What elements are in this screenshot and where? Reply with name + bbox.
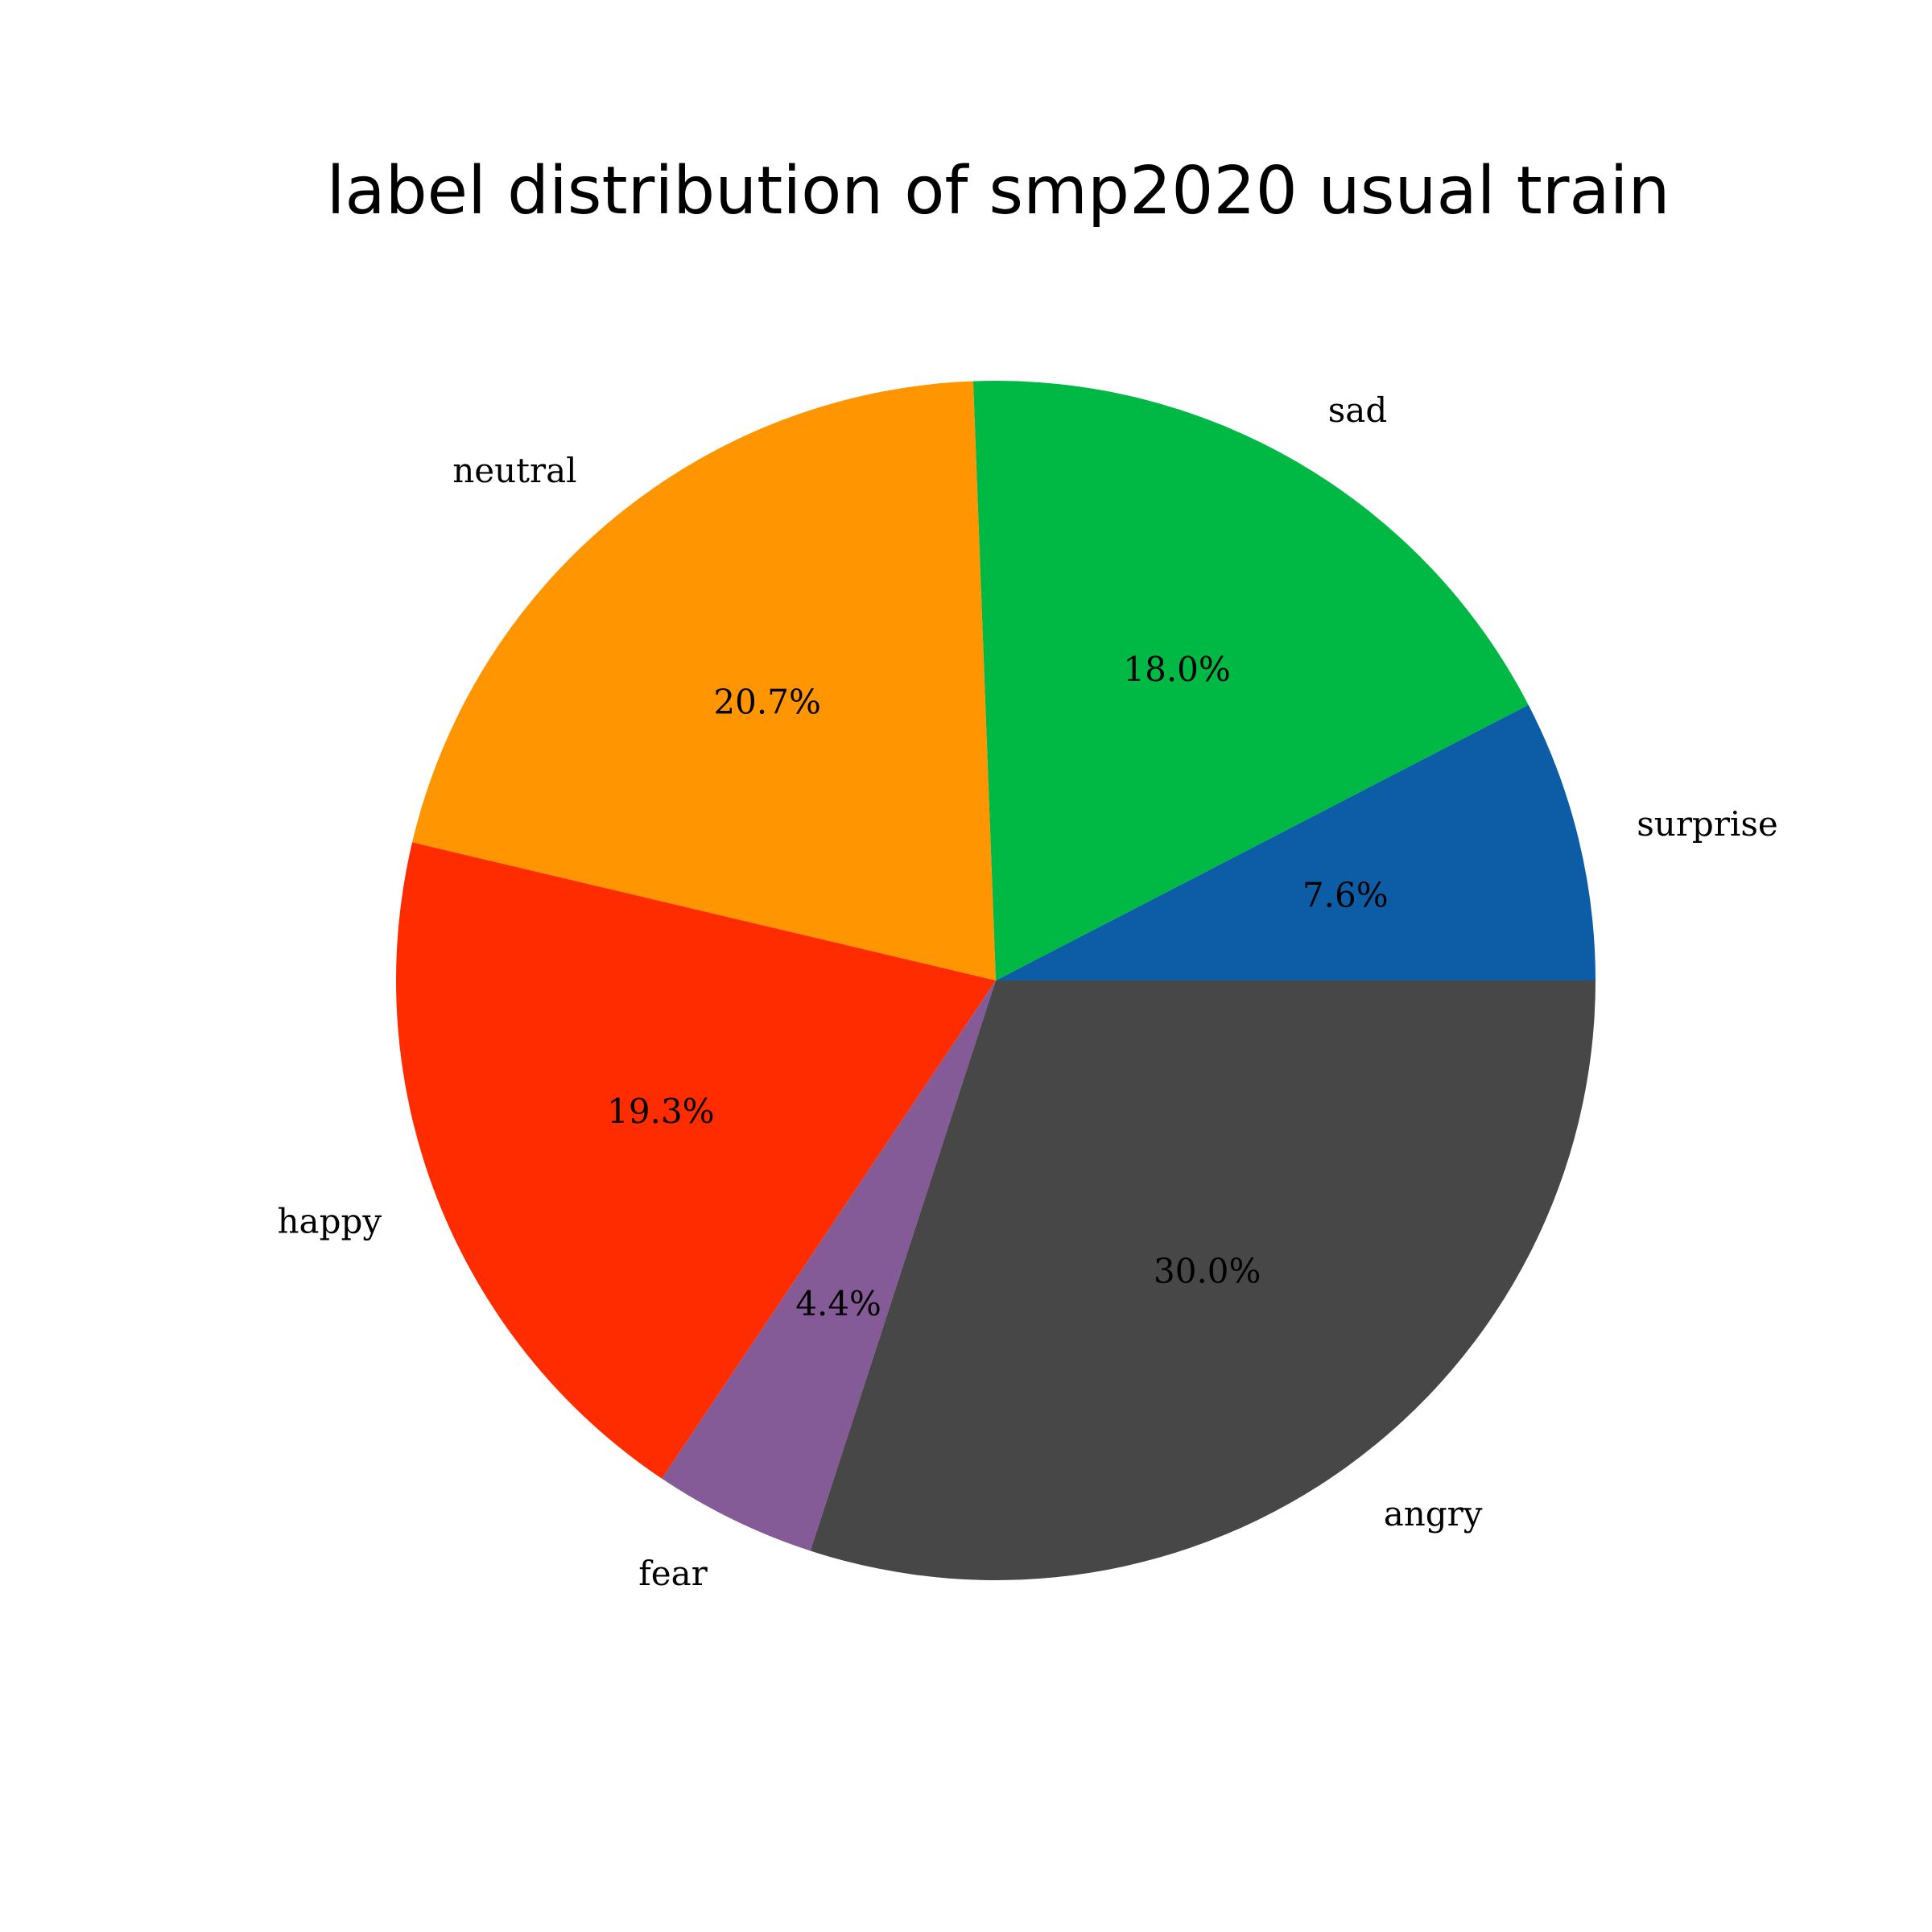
pie-slice-neutral xyxy=(412,381,996,980)
pie-slice-angry xyxy=(810,980,1596,1580)
pie-slices xyxy=(396,381,1596,1580)
slice-label-sad: sad xyxy=(1328,390,1387,430)
pie-slice-happy xyxy=(396,842,997,1479)
pie-slice-fear xyxy=(662,980,996,1551)
slice-pct-fear: 4.4% xyxy=(795,1284,881,1323)
slice-pct-angry: 30.0% xyxy=(1154,1252,1261,1291)
pie-slice-surprise xyxy=(996,704,1596,980)
slice-label-surprise: surprise xyxy=(1637,804,1778,844)
slice-label-neutral: neutral xyxy=(452,451,576,490)
slice-pct-surprise: 7.6% xyxy=(1302,875,1389,914)
slice-pct-neutral: 20.7% xyxy=(713,683,820,722)
slice-label-angry: angry xyxy=(1384,1494,1483,1534)
pie-labels: surprise 7.6% sad 18.0% neutral 20.7% happy 19.… xyxy=(278,390,1778,1593)
slice-pct-happy: 19.3% xyxy=(607,1092,714,1131)
slice-pct-sad: 18.0% xyxy=(1123,650,1230,689)
slice-label-happy: happy xyxy=(278,1201,382,1241)
chart-title: label distribution of smp2020 usual trai… xyxy=(327,153,1670,229)
slice-label-fear: fear xyxy=(638,1554,708,1593)
pie-slice-sad xyxy=(972,381,1529,981)
